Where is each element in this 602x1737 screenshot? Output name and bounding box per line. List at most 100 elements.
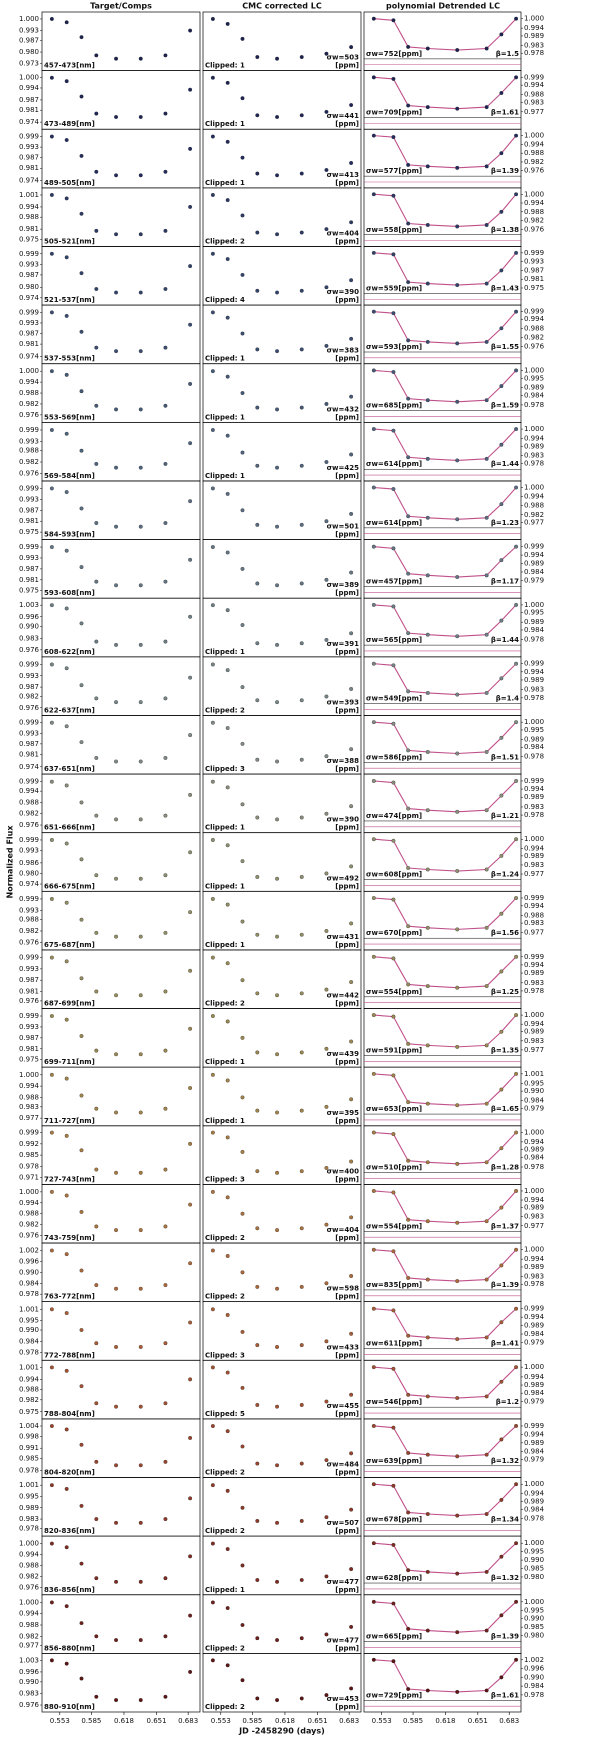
data-point bbox=[49, 720, 54, 725]
y-tick-label: 1.000 bbox=[19, 1598, 39, 1606]
y-tick-label: 1.000 bbox=[524, 132, 544, 140]
data-point bbox=[484, 573, 489, 578]
y-tick-label: 0.989 bbox=[524, 735, 544, 743]
data-point bbox=[188, 1261, 193, 1266]
clipped-label: Clipped: 1 bbox=[205, 179, 245, 187]
data-point bbox=[514, 778, 519, 783]
data-point bbox=[210, 955, 215, 960]
data-point bbox=[455, 1161, 460, 1166]
y-tick-label: 0.984 bbox=[524, 392, 545, 400]
data-point bbox=[94, 1401, 99, 1406]
data-point bbox=[391, 1249, 396, 1254]
data-point bbox=[240, 1385, 245, 1390]
data-point bbox=[299, 581, 304, 586]
beta-label: β=1.35 bbox=[491, 1046, 519, 1054]
data-point bbox=[484, 1160, 489, 1165]
data-point bbox=[114, 700, 119, 705]
data-point bbox=[49, 545, 54, 549]
y-tick-label: 0.993 bbox=[524, 258, 544, 266]
data-point bbox=[406, 1510, 411, 1515]
detrended-sigma: σw=593[ppm] bbox=[366, 343, 422, 351]
data-point bbox=[64, 490, 69, 495]
data-point bbox=[499, 209, 504, 214]
data-point bbox=[49, 1014, 54, 1018]
y-tick-label: 0.978 bbox=[19, 1162, 39, 1170]
data-point bbox=[255, 1050, 260, 1055]
data-point bbox=[406, 221, 411, 226]
detrended-sigma: σw=554[ppm] bbox=[366, 1222, 422, 1230]
data-point bbox=[210, 720, 215, 725]
cmc-sigma: σw=404 bbox=[327, 229, 360, 237]
data-point bbox=[514, 661, 519, 666]
y-tick-label: 0.999 bbox=[524, 249, 544, 257]
cmc-sigma: σw=413 bbox=[327, 171, 360, 179]
y-tick-label: 0.989 bbox=[524, 969, 544, 977]
data-point bbox=[188, 1613, 193, 1618]
model-line bbox=[373, 1483, 517, 1517]
cmc-unit: [ppm] bbox=[335, 941, 359, 949]
data-point bbox=[240, 272, 245, 277]
y-tick-label: 0.993 bbox=[19, 319, 39, 327]
y-tick-label: 0.984 bbox=[524, 743, 545, 751]
data-point bbox=[188, 28, 193, 33]
data-point bbox=[371, 368, 376, 373]
y-tick-label: 0.990 bbox=[19, 1268, 39, 1276]
cmc-unit: [ppm] bbox=[335, 1351, 359, 1359]
detrended-sigma: σw=577[ppm] bbox=[366, 167, 422, 175]
y-tick-label: 0.999 bbox=[19, 543, 39, 551]
y-tick-label: 0.988 bbox=[19, 798, 39, 806]
y-tick-label: 0.981 bbox=[19, 340, 39, 348]
data-point bbox=[79, 1093, 84, 1098]
detrended-sigma: σw=554[ppm] bbox=[366, 988, 422, 996]
data-point bbox=[79, 389, 84, 394]
data-point bbox=[138, 817, 143, 822]
y-tick-label: 0.994 bbox=[19, 378, 40, 386]
data-point bbox=[225, 198, 230, 203]
data-point bbox=[255, 1284, 260, 1289]
y-tick-label: 0.993 bbox=[19, 495, 39, 503]
data-point bbox=[49, 897, 54, 901]
data-point bbox=[349, 1159, 354, 1164]
data-point bbox=[64, 313, 69, 318]
cmc-unit: [ppm] bbox=[335, 1000, 359, 1008]
data-point bbox=[138, 290, 143, 295]
y-tick-label: 0.999 bbox=[524, 1305, 544, 1313]
cmc-sigma: σw=442 bbox=[327, 992, 360, 1000]
data-point bbox=[49, 779, 54, 784]
y-tick-label: 1.000 bbox=[524, 1598, 544, 1606]
data-point bbox=[255, 1636, 260, 1641]
model-line bbox=[373, 1366, 517, 1399]
y-tick-label: 0.994 bbox=[524, 24, 545, 32]
data-point bbox=[455, 1513, 460, 1518]
y-tick-label: 0.978 bbox=[524, 460, 544, 468]
y-tick-label: 0.976 bbox=[524, 342, 545, 350]
data-point bbox=[484, 749, 489, 754]
panel-frame bbox=[363, 715, 522, 775]
data-point bbox=[425, 46, 430, 51]
data-point bbox=[210, 1130, 215, 1135]
data-point bbox=[324, 577, 329, 582]
data-point bbox=[499, 735, 504, 740]
data-point bbox=[255, 641, 260, 646]
data-point bbox=[499, 1437, 504, 1442]
data-point bbox=[79, 1676, 84, 1681]
data-point bbox=[324, 168, 329, 172]
data-point bbox=[210, 603, 215, 608]
data-point bbox=[391, 1190, 396, 1195]
data-point bbox=[49, 17, 54, 21]
beta-label: β=1.17 bbox=[491, 577, 519, 585]
detrended-sigma: σw=614[ppm] bbox=[366, 519, 422, 527]
data-point bbox=[163, 228, 168, 233]
data-point bbox=[64, 1604, 69, 1609]
bin-label: 537-553[nm] bbox=[44, 355, 95, 363]
data-point bbox=[94, 169, 99, 174]
data-point bbox=[188, 1320, 193, 1325]
y-tick-label: 0.993 bbox=[19, 554, 39, 562]
data-point bbox=[425, 1628, 430, 1633]
data-point bbox=[79, 211, 84, 216]
bin-label: 788-804[nm] bbox=[44, 1410, 95, 1418]
bin-label: 880-910[nm] bbox=[44, 1703, 95, 1711]
data-point bbox=[324, 694, 329, 699]
data-point bbox=[49, 838, 54, 842]
data-point bbox=[391, 370, 396, 374]
